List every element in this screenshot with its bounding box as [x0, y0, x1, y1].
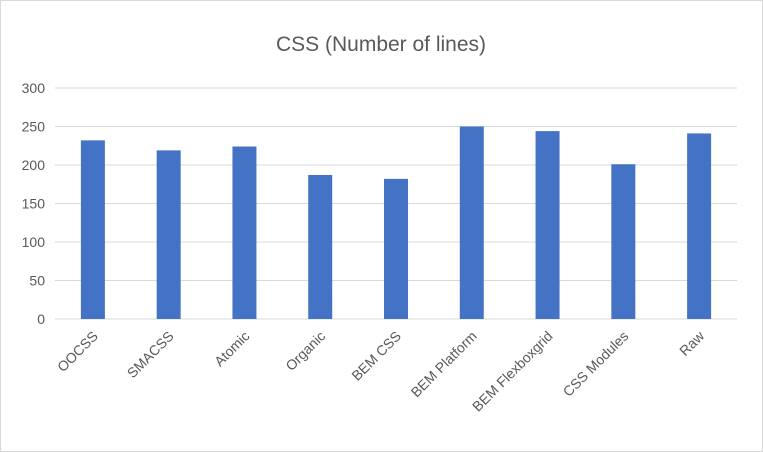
y-tick-label: 0 — [37, 311, 45, 327]
x-tick-label: BEM CSS — [348, 328, 404, 384]
bar-atomic — [232, 146, 257, 319]
y-tick-label: 300 — [22, 80, 46, 96]
y-tick-label: 50 — [29, 273, 45, 289]
x-tick-label: Organic — [282, 328, 328, 374]
bar-bem-platform — [459, 126, 484, 319]
y-tick-label: 150 — [22, 196, 46, 212]
chart-title: CSS (Number of lines) — [276, 33, 486, 56]
bar-bem-flexboxgrid — [535, 131, 560, 319]
bar-bem-css — [384, 178, 408, 319]
x-tick-label: CSS Modules — [560, 328, 632, 400]
x-tick-label: OOCSS — [54, 328, 101, 375]
bar-organic — [308, 175, 333, 319]
x-axis-labels: OOCSS SMACSS Atomic Organic BEM CSS BEM Platf… — [54, 327, 708, 414]
y-axis-ticks: 0 50 100 150 200 250 300 — [22, 80, 46, 327]
bars — [80, 126, 712, 319]
x-tick-label: BEM Flexboxgrid — [469, 328, 556, 415]
y-tick-label: 200 — [22, 157, 46, 173]
x-tick-label: Atomic — [211, 328, 253, 370]
x-tick-label: SMACSS — [124, 328, 177, 381]
bar-raw — [687, 133, 712, 319]
y-tick-label: 100 — [22, 234, 46, 250]
bar-smacss — [156, 150, 181, 319]
x-tick-label: Raw — [676, 327, 708, 359]
bar-oocss — [80, 140, 105, 319]
x-tick-label: BEM Platform — [408, 328, 480, 400]
y-tick-label: 250 — [22, 119, 46, 135]
bar-css-modules — [611, 164, 636, 319]
